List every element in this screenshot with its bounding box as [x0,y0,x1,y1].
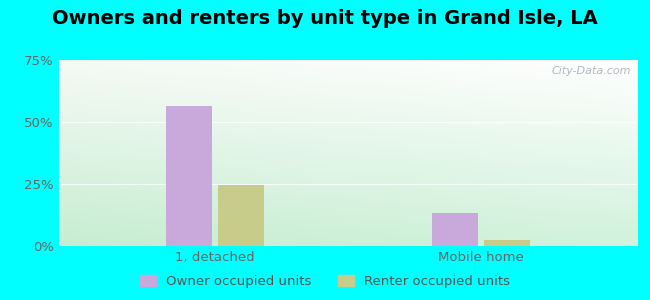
Bar [432,212,478,246]
Bar [166,106,212,246]
Bar [484,240,530,246]
Text: Owners and renters by unit type in Grand Isle, LA: Owners and renters by unit type in Grand… [52,9,598,28]
Text: City-Data.com: City-Data.com [552,66,631,76]
Bar [218,185,264,246]
Legend: Owner occupied units, Renter occupied units: Owner occupied units, Renter occupied un… [135,270,515,293]
